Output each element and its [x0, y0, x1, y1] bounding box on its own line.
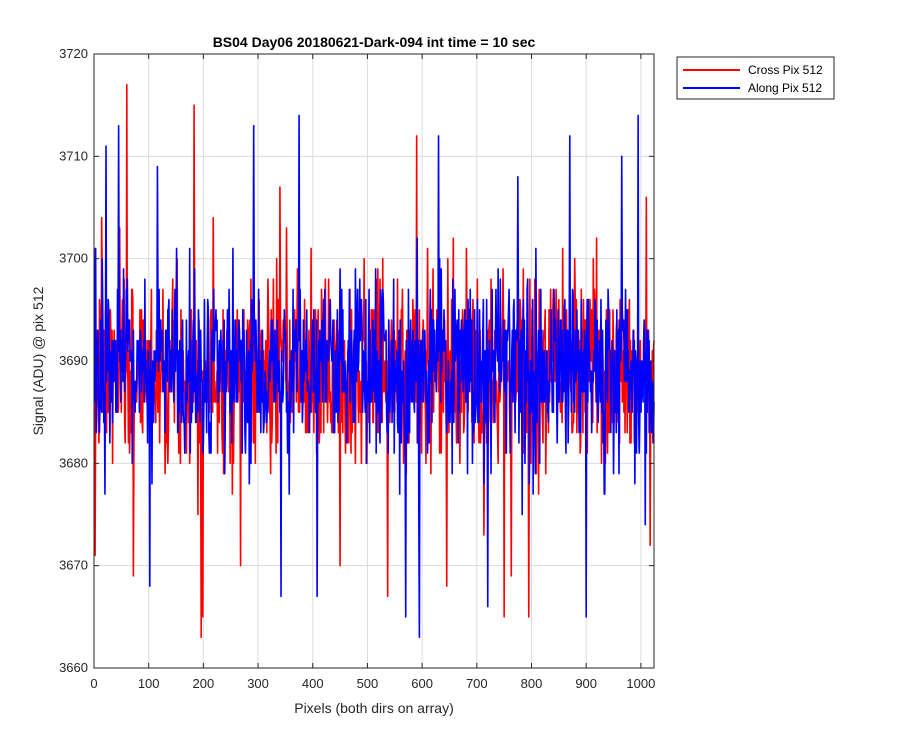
x-tick-label: 600: [411, 676, 433, 691]
y-tick-label: 3660: [59, 660, 88, 675]
x-tick-label: 800: [521, 676, 543, 691]
x-tick-label: 700: [466, 676, 488, 691]
x-tick-label: 900: [575, 676, 597, 691]
x-tick-label: 1000: [626, 676, 655, 691]
y-tick-label: 3700: [59, 251, 88, 266]
legend-label-along: Along Pix 512: [748, 81, 822, 95]
chart-title: BS04 Day06 20180621-Dark-094 int time = …: [213, 34, 536, 50]
x-tick-label: 400: [302, 676, 324, 691]
legend: Cross Pix 512 Along Pix 512: [676, 56, 835, 100]
y-axis-label: Signal (ADU) @ pix 512: [30, 286, 46, 435]
series-line-along-pix-512: [93, 114, 655, 639]
x-tick-label: 200: [193, 676, 215, 691]
y-tick-label: 3680: [59, 455, 88, 470]
plot-area: [93, 83, 655, 639]
y-tick-label: 3690: [59, 353, 88, 368]
x-tick-label: 300: [247, 676, 269, 691]
legend-label-cross: Cross Pix 512: [748, 63, 823, 77]
y-tick-label: 3670: [59, 558, 88, 573]
y-tick-label: 3720: [59, 46, 88, 61]
x-tick-label: 0: [90, 676, 97, 691]
legend-box: [676, 56, 835, 100]
x-axis: 0 100 200 300 400 500 600 700 800 900 1000: [90, 54, 655, 691]
x-axis-label: Pixels (both dirs on array): [294, 700, 454, 716]
x-tick-label: 500: [357, 676, 379, 691]
x-tick-label: 100: [138, 676, 160, 691]
y-tick-label: 3710: [59, 148, 88, 163]
y-axis: 3660 3670 3680 3690 3700 3710 3720: [59, 46, 654, 675]
